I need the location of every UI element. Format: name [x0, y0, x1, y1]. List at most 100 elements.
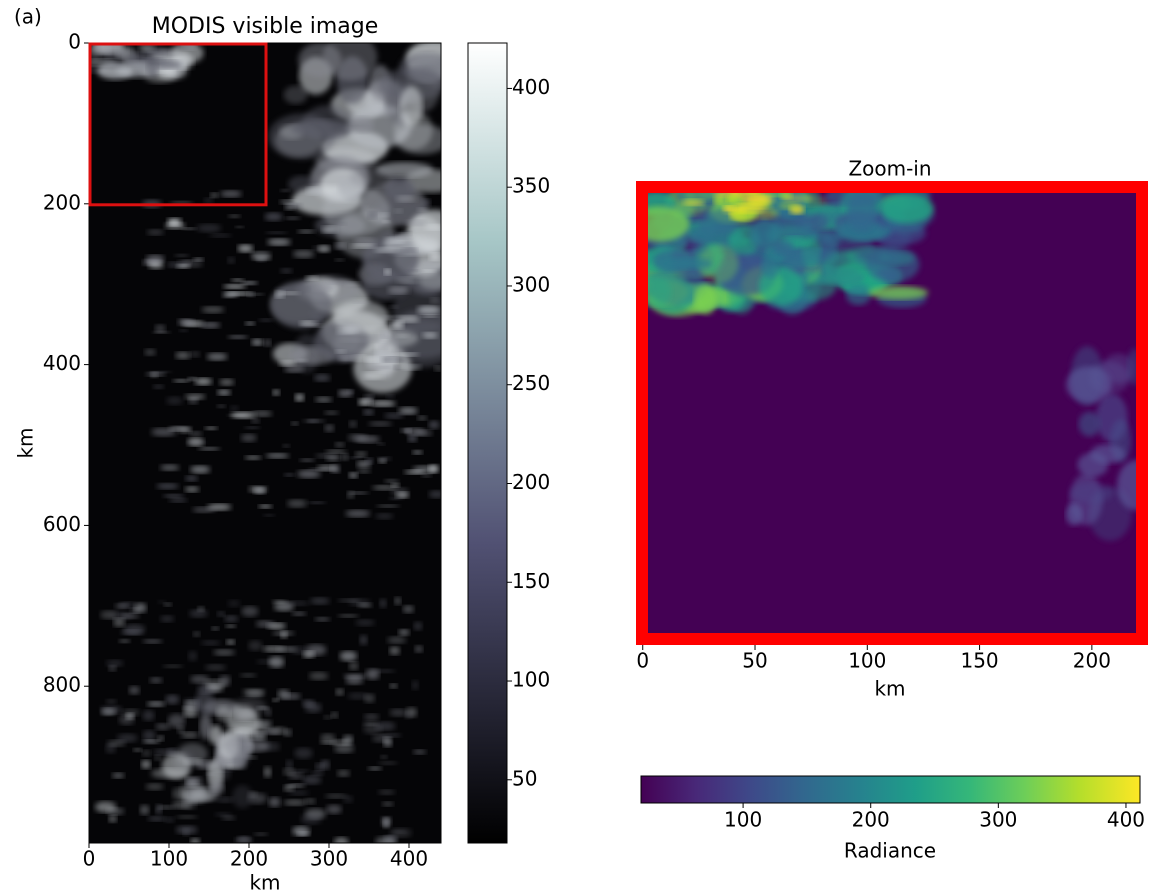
cloud: [219, 675, 231, 687]
cloud: [387, 636, 407, 644]
cloud: [393, 208, 403, 214]
cloud: [345, 675, 364, 685]
cloud: [378, 343, 388, 350]
cloud: [336, 770, 351, 777]
cloud: [240, 433, 257, 442]
cloud: [309, 597, 330, 605]
x-tick-label: 200: [1073, 649, 1111, 673]
cloud: [227, 256, 235, 264]
cloud: [348, 472, 358, 478]
cloud: [835, 220, 885, 242]
colorbar-tick-label: 200: [512, 470, 550, 494]
cloud: [128, 686, 140, 695]
cloud: [390, 320, 405, 329]
colorbar-tick-label: 250: [512, 371, 550, 395]
cloud: [336, 221, 347, 226]
cloud: [726, 195, 737, 202]
cloud: [320, 740, 337, 745]
cloud: [203, 197, 214, 204]
cloud: [846, 192, 877, 231]
cloud: [379, 598, 387, 608]
cloud: [331, 739, 350, 746]
cloud: [713, 196, 745, 208]
cloud: [161, 753, 192, 780]
cloud: [309, 672, 329, 680]
cloud: [211, 626, 219, 631]
colorbar-tick-label: 300: [512, 272, 550, 296]
cloud: [648, 275, 672, 308]
zoom-box: [88, 42, 268, 207]
cloud: [288, 790, 309, 796]
cloud: [348, 420, 357, 428]
cloud: [397, 352, 419, 357]
cloud: [384, 479, 399, 484]
cloud: [310, 283, 335, 292]
cloud: [300, 813, 322, 825]
cloud: [196, 223, 222, 233]
cloud: [385, 394, 395, 399]
cloud: [374, 247, 398, 253]
cloud: [394, 597, 402, 605]
cloud: [265, 453, 290, 459]
cloud: [334, 242, 346, 250]
cloud: [404, 269, 423, 272]
cloud: [428, 420, 440, 429]
cloud: [772, 240, 794, 255]
cloud: [398, 629, 410, 636]
cloud: [276, 646, 297, 653]
cloud: [267, 238, 291, 246]
cloud: [760, 256, 780, 279]
cloud: [378, 212, 390, 217]
cloud: [305, 275, 319, 281]
cloud: [297, 831, 310, 837]
cloud: [189, 351, 201, 357]
cloud: [370, 400, 396, 407]
cloud: [268, 797, 281, 807]
cloud: [172, 378, 190, 383]
cloud: [337, 598, 360, 603]
cloud: [147, 701, 166, 707]
cloud: [383, 737, 393, 747]
cloud: [223, 735, 253, 758]
cloud: [300, 323, 325, 328]
cloud: [412, 450, 423, 455]
cloud: [421, 198, 431, 207]
cloud: [253, 832, 269, 836]
y-tick-label: 0: [68, 30, 81, 54]
cloud: [362, 409, 375, 416]
cloud: [348, 491, 369, 495]
panel-label: (a): [14, 5, 42, 29]
cloud: [89, 58, 118, 67]
cloud: [389, 496, 404, 500]
cloud: [1117, 460, 1137, 511]
cloud: [348, 661, 359, 671]
cloud: [338, 355, 358, 361]
cloud: [190, 465, 211, 474]
cloud: [1096, 393, 1128, 443]
cloud: [235, 225, 245, 229]
cloud: [335, 688, 344, 696]
cloud: [363, 693, 375, 703]
cloud: [147, 45, 167, 55]
cloud: [314, 616, 331, 622]
cloud: [188, 650, 198, 662]
cloud: [297, 470, 321, 478]
cloud: [133, 602, 147, 613]
cloud: [199, 713, 212, 740]
cloud: [113, 618, 126, 627]
cloud: [284, 365, 305, 373]
colorbar-tick-label: 350: [512, 174, 550, 198]
cloud: [429, 297, 440, 304]
cloud: [357, 468, 371, 474]
cloud: [224, 615, 239, 622]
cloud: [223, 284, 247, 289]
cloud: [654, 257, 713, 270]
cloud: [190, 787, 219, 802]
x-tick-label: 150: [960, 649, 998, 673]
cloud: [283, 799, 306, 806]
cloud: [119, 601, 135, 608]
cloud: [325, 449, 347, 454]
cloud: [244, 426, 261, 429]
cloud: [297, 286, 311, 293]
cloud: [133, 747, 142, 752]
